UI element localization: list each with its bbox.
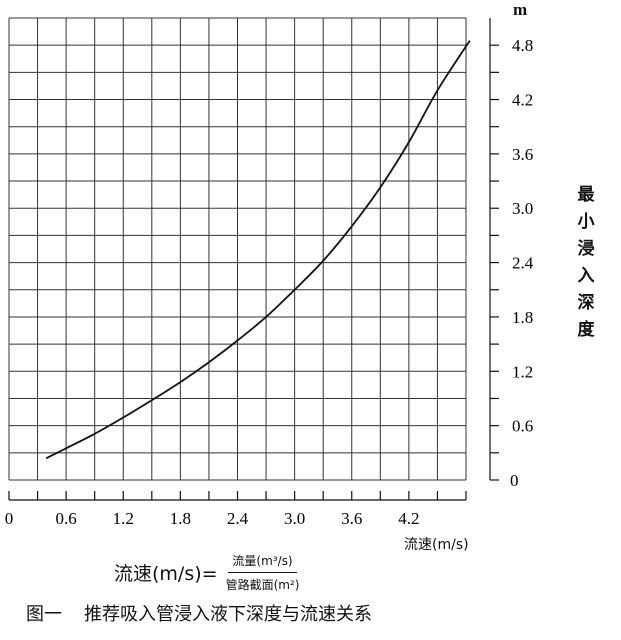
y-axis-label: 最小浸入深度 [577, 185, 595, 340]
x-tick-label: 2.4 [227, 509, 249, 528]
x-tick-label: 0.6 [56, 509, 77, 528]
figure-caption: 图一 推荐吸入管浸入液下深度与流速关系 [26, 600, 372, 626]
y-tick-label: 1.8 [512, 308, 533, 327]
y-tick-label: 4.8 [512, 36, 533, 55]
x-tick-label: 4.2 [398, 509, 419, 528]
depth-velocity-curve [45, 40, 471, 460]
caption-number: 图一 [26, 604, 62, 625]
formula-lhs: 流速(m/s)= [114, 563, 218, 585]
x-axis-label: 流速(m/s) [404, 537, 469, 553]
x-tick-label: 1.8 [170, 509, 191, 528]
y-tick-label: 4.2 [512, 91, 533, 110]
x-tick-label: 3.6 [341, 509, 362, 528]
x-tick-label: 3.0 [284, 509, 305, 528]
y-tick-label: 0 [510, 471, 519, 490]
formula-numerator: 流量(m³/s) [228, 552, 297, 573]
y-tick-label: 0.6 [512, 417, 533, 436]
y-axis-unit: m [513, 0, 528, 19]
formula-denominator: 管路截面(m²) [225, 578, 300, 592]
velocity-formula: 流速(m/s)= 流量(m³/s) 管路截面(m²) [114, 552, 299, 593]
caption-text: 推荐吸入管浸入液下深度与流速关系 [84, 604, 372, 625]
formula-fraction: 流量(m³/s) 管路截面(m²) [226, 552, 300, 593]
y-tick-label: 3.6 [512, 145, 533, 164]
y-tick-label: 1.2 [512, 362, 533, 381]
y-tick-label: 3.0 [512, 199, 533, 218]
x-tick-label: 0 [5, 509, 14, 528]
x-tick-label: 1.2 [113, 509, 134, 528]
y-tick-label: 2.4 [512, 254, 534, 273]
